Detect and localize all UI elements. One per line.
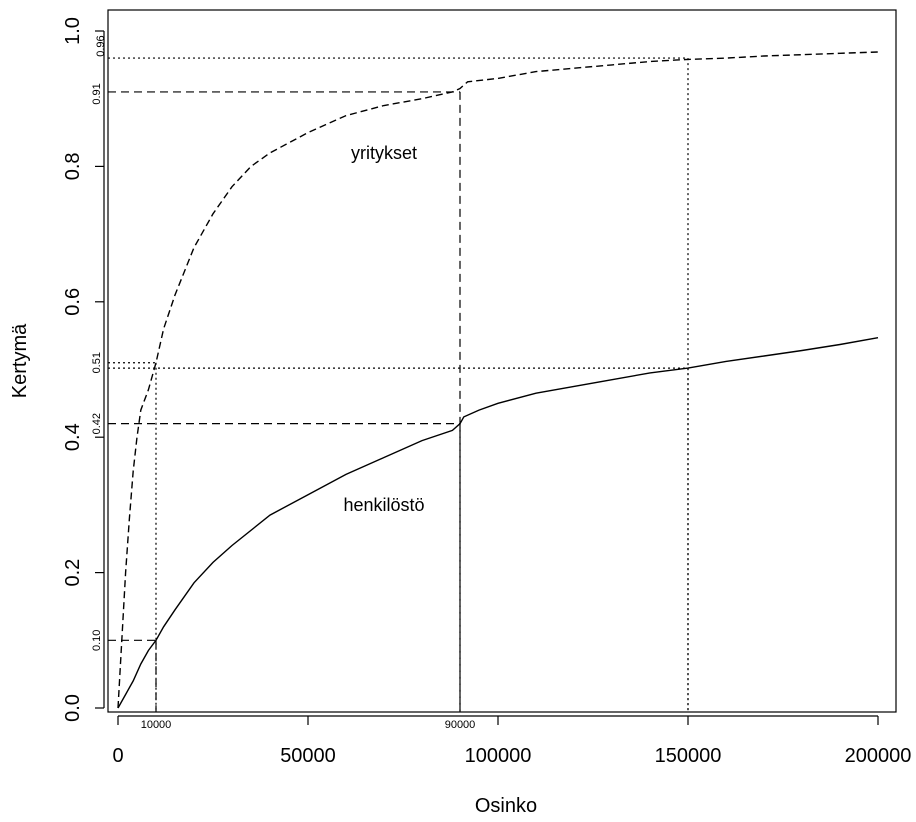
x-tick-label: 0 <box>112 745 123 767</box>
y-tick-label: 0.4 <box>62 423 84 451</box>
x-tick-label: 50000 <box>280 745 336 767</box>
y-marker-label: 0.91 <box>91 83 103 104</box>
x-axis-title: Osinko <box>475 795 537 817</box>
y-axis-title: Kertymä <box>9 323 31 398</box>
series-group <box>117 51 879 709</box>
guide-lines <box>108 57 689 712</box>
y-tick-label: 1.0 <box>62 17 84 45</box>
y-marker-label: 0.10 <box>91 630 103 651</box>
plot-frame <box>107 9 897 713</box>
x-axis: 0 50000 100000 150000 200000 <box>112 715 912 767</box>
annotations: yritykset henkilöstö 10000 90000 0.96 0.91 0.5… <box>91 35 475 731</box>
y-marker-label: 0.96 <box>95 35 107 56</box>
series-line-yritykset <box>117 51 879 709</box>
series-label-yritykset: yritykset <box>351 143 417 163</box>
y-tick-label: 0.0 <box>62 694 84 722</box>
y-axis: 0.0 0.2 0.4 0.6 0.8 1.0 <box>62 17 105 722</box>
series-line-henkilosto <box>117 337 879 709</box>
y-marker-label: 0.51 <box>91 352 103 373</box>
y-tick-label: 0.2 <box>62 559 84 587</box>
y-marker-label: 0.42 <box>91 413 103 434</box>
series-label-henkilosto: henkilöstö <box>343 495 424 515</box>
x-tick-label: 200000 <box>845 745 912 767</box>
x-tick-label: 100000 <box>465 745 532 767</box>
y-tick-label: 0.8 <box>62 152 84 180</box>
y-tick-label: 0.6 <box>62 288 84 316</box>
x-marker-label: 10000 <box>141 719 172 731</box>
x-tick-label: 150000 <box>655 745 722 767</box>
x-marker-label: 90000 <box>445 719 476 731</box>
